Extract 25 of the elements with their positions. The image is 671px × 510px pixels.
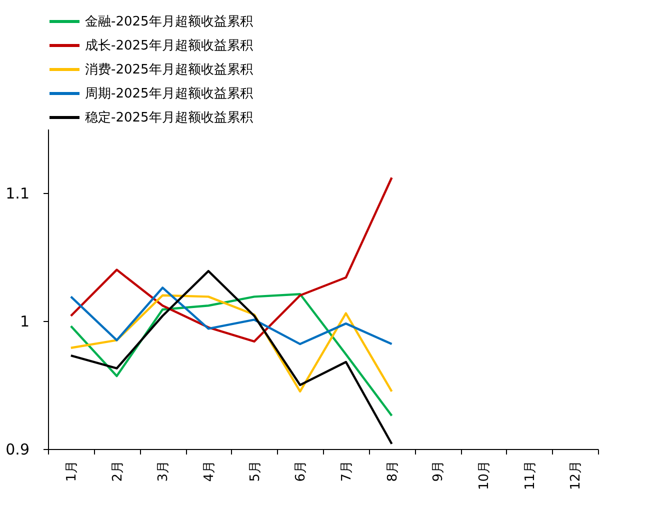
- y-tick-label: 1: [20, 312, 30, 330]
- legend-label: 金融-2025年月超额收益累积: [85, 14, 253, 30]
- legend-label: 稳定-2025年月超额收益累积: [85, 110, 253, 126]
- line-series: [70, 286, 393, 346]
- x-tick-label: 3月: [156, 460, 172, 482]
- line-series: [70, 270, 393, 445]
- x-tick-label: 2月: [110, 460, 126, 482]
- x-tick-label: 4月: [202, 460, 217, 482]
- legend-label: 周期-2025年月超额收益累积: [85, 86, 253, 102]
- y-tick-label: 0.9: [6, 440, 30, 458]
- legend-label: 成长-2025年月超额收益累积: [85, 38, 253, 54]
- legend-label: 消费-2025年月超额收益累积: [85, 62, 253, 78]
- y-tick-label: 1.1: [6, 184, 30, 202]
- line-series: [70, 176, 393, 343]
- x-tick-label: 12月: [568, 460, 584, 490]
- x-tick-label: 1月: [64, 460, 80, 482]
- line-series: [70, 294, 393, 392]
- x-tick-label: 7月: [339, 460, 354, 482]
- x-tick-label: 11月: [522, 460, 538, 490]
- line-series: [70, 293, 393, 417]
- x-tick-label: 10月: [476, 460, 492, 490]
- x-tick-label: 8月: [385, 460, 400, 482]
- x-tick-label: 9月: [431, 460, 446, 482]
- x-tick-label: 6月: [294, 460, 309, 482]
- x-tick-label: 5月: [248, 460, 263, 482]
